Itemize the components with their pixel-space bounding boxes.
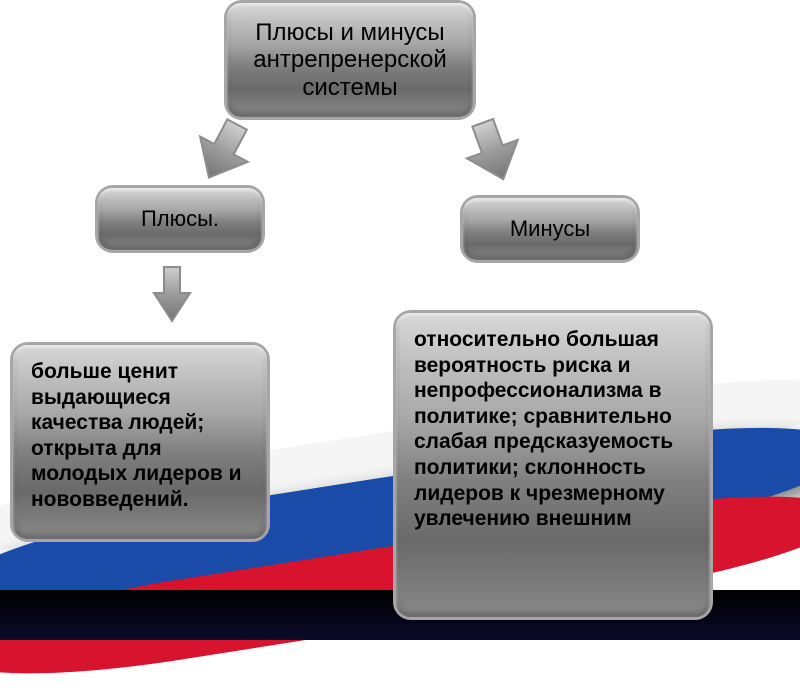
node-minus-content: относительно большая вероятность риска и…	[393, 310, 713, 620]
node-plus-content-text: больше ценит выдающиеся качества людей; …	[31, 359, 249, 513]
node-minus-label-text: Минусы	[510, 216, 590, 241]
arrow-root-to-minus	[450, 106, 537, 196]
node-minus-label: Минусы	[460, 195, 640, 263]
node-plus-label-text: Плюсы.	[141, 206, 219, 231]
node-minus-content-text: относительно большая вероятность риска и…	[414, 327, 692, 532]
node-root: Плюсы и минусы антрепренерской системы	[224, 0, 476, 120]
node-plus-label: Плюсы.	[95, 185, 265, 253]
arrow-plus-to-content	[150, 263, 194, 327]
node-plus-content: больше ценит выдающиеся качества людей; …	[10, 342, 270, 542]
node-root-text: Плюсы и минусы антрепренерской системы	[241, 19, 459, 102]
